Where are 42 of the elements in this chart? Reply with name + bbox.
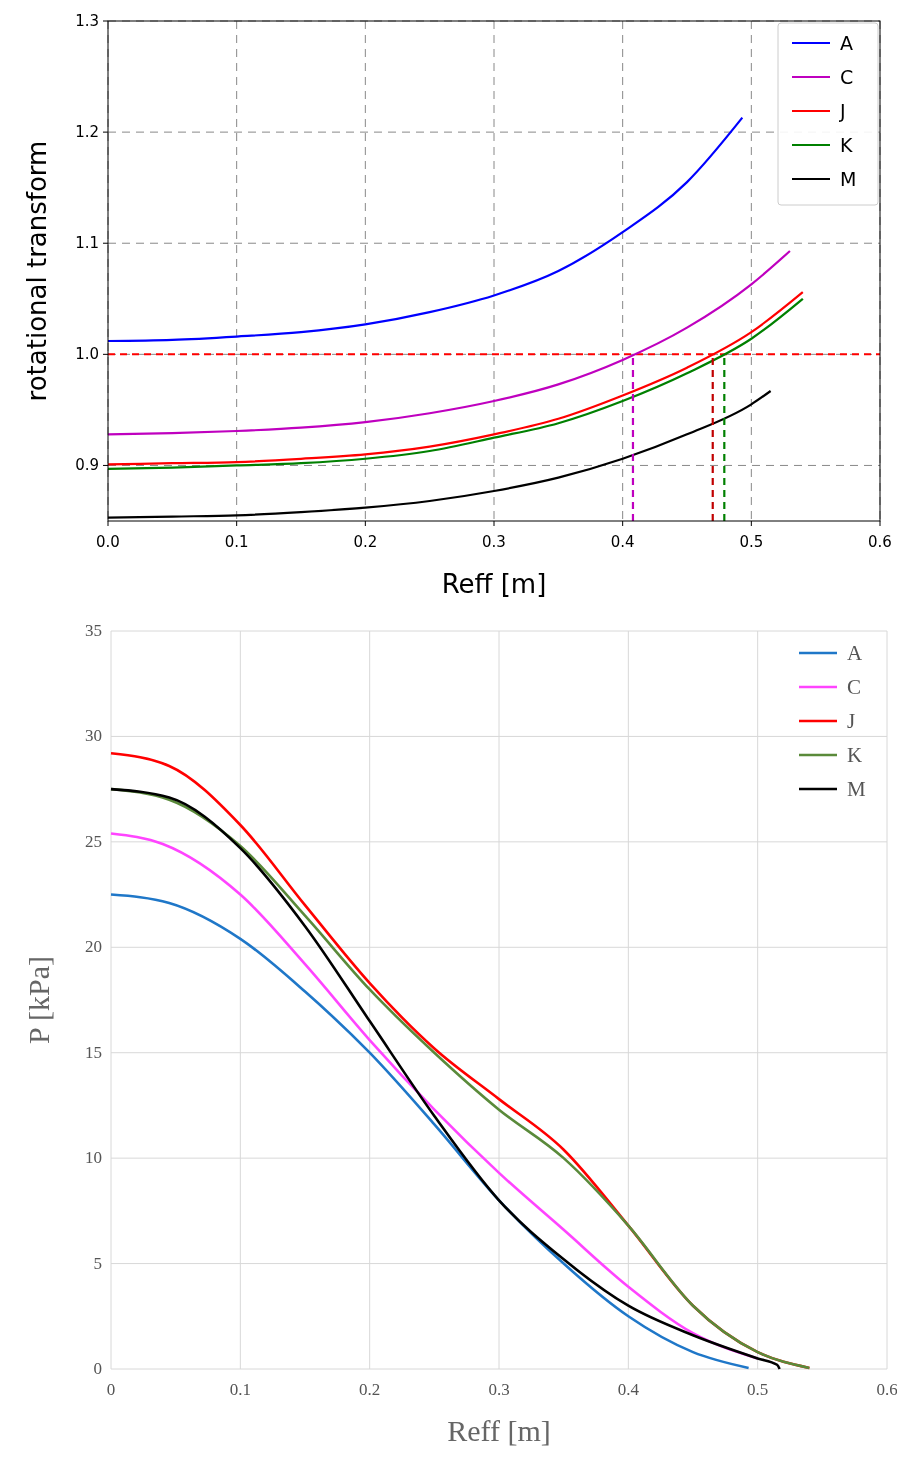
y-tick-label: 30 bbox=[85, 726, 102, 746]
x-tick-label: 0.5 bbox=[747, 1380, 769, 1399]
y-tick-label: 25 bbox=[85, 831, 102, 851]
y-tick-label: 35 bbox=[85, 621, 102, 640]
x-tick-label: 0.3 bbox=[482, 533, 506, 551]
x-tick-label: 0.1 bbox=[229, 1380, 251, 1399]
x-axis-title: Reff [m] bbox=[441, 569, 547, 599]
legend-label: A bbox=[840, 32, 853, 54]
y-tick-label: 1.0 bbox=[75, 345, 99, 364]
x-tick-label: 0.6 bbox=[876, 1380, 898, 1399]
y-tick-label: 20 bbox=[85, 937, 102, 957]
y-tick-label: 1.3 bbox=[75, 12, 99, 30]
legend-label: M bbox=[847, 777, 866, 801]
x-tick-label: 0.4 bbox=[617, 1380, 640, 1399]
legend-label: A bbox=[847, 641, 863, 665]
legend-label: M bbox=[840, 168, 857, 190]
x-tick-label: 0.6 bbox=[868, 533, 892, 551]
y-tick-label: 15 bbox=[85, 1042, 102, 1062]
x-tick-label: 0 bbox=[106, 1380, 116, 1399]
y-tick-label: 0 bbox=[93, 1359, 102, 1378]
x-tick-label: 0.3 bbox=[488, 1380, 510, 1399]
legend-label: C bbox=[840, 66, 854, 88]
y-axis-title: P [kPa] bbox=[22, 955, 55, 1045]
x-axis-title: Reff [m] bbox=[447, 1414, 551, 1447]
y-axis-title: rotational transform bbox=[22, 140, 52, 402]
legend-label: K bbox=[840, 134, 853, 156]
x-tick-label: 0.2 bbox=[353, 533, 378, 551]
y-tick-label: 1.2 bbox=[75, 123, 99, 142]
y-tick-label: 5 bbox=[93, 1253, 102, 1273]
x-tick-label: 0.2 bbox=[359, 1380, 381, 1399]
legend-label: K bbox=[847, 743, 863, 767]
line-series bbox=[106, 116, 744, 343]
y-tick-label: 10 bbox=[85, 1148, 102, 1168]
y-tick-label: 1.1 bbox=[75, 234, 99, 253]
legend-label: C bbox=[847, 675, 862, 699]
y-tick-label: 0.9 bbox=[75, 456, 99, 475]
x-tick-label: 0.1 bbox=[224, 533, 249, 551]
legend-label: J bbox=[839, 100, 846, 122]
x-tick-label: 0.0 bbox=[96, 533, 120, 551]
x-tick-label: 0.5 bbox=[739, 533, 764, 551]
x-tick-label: 0.4 bbox=[610, 533, 635, 551]
legend-label: J bbox=[847, 709, 856, 733]
